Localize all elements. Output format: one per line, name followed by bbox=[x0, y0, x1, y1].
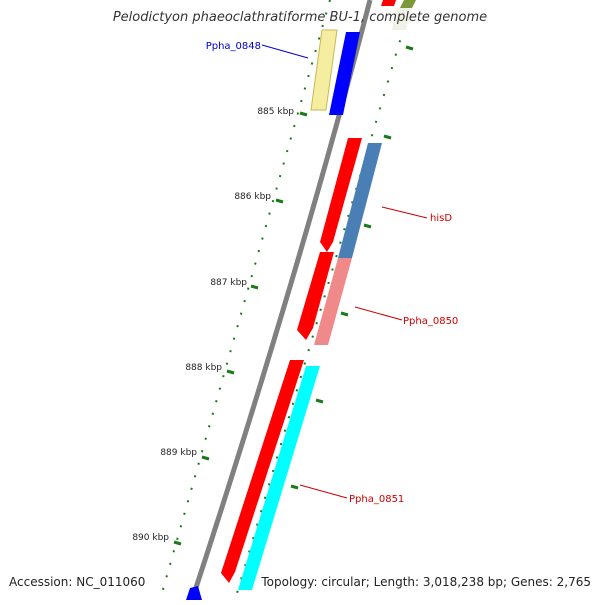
label-line-ppha0851 bbox=[299, 484, 348, 499]
gene-blue-bottom[interactable] bbox=[186, 586, 202, 600]
accession-text: Accession: NC_011060 bbox=[9, 575, 146, 589]
tick-label: 886 kbp bbox=[234, 192, 271, 202]
gene-label-ppha0848[interactable]: Ppha_0848 bbox=[206, 41, 261, 52]
outer-tick-3 bbox=[363, 223, 372, 229]
tick-mark-888 bbox=[226, 369, 235, 375]
gene-ppha0851-cyan[interactable] bbox=[238, 366, 320, 590]
tick-label: 885 kbp bbox=[257, 107, 294, 117]
tick-label: 889 kbp bbox=[160, 448, 197, 458]
gene-label-ppha0851[interactable]: Ppha_0851 bbox=[349, 494, 404, 505]
tick-label: 888 kbp bbox=[185, 363, 222, 373]
outer-tick-6 bbox=[290, 484, 299, 490]
gene-red-upper[interactable] bbox=[320, 138, 362, 252]
gene-top-pale[interactable] bbox=[392, 8, 412, 30]
label-line-hisD bbox=[381, 206, 428, 219]
genome-summary-text: Topology: circular; Length: 3,018,238 bp… bbox=[261, 575, 591, 589]
gene-red-lower[interactable] bbox=[221, 360, 304, 583]
major-ticks bbox=[173, 45, 414, 546]
gene-hisD[interactable] bbox=[338, 143, 382, 258]
gene-ppha0848-blue[interactable] bbox=[329, 32, 360, 115]
label-line-ppha0850 bbox=[354, 306, 403, 321]
tick-mark-889 bbox=[201, 455, 210, 461]
tick-mark-886 bbox=[275, 198, 284, 204]
genome-title: Pelodictyon phaeoclathratiforme BU-1, co… bbox=[112, 10, 488, 25]
tick-label: 890 kbp bbox=[132, 533, 169, 543]
label-line-ppha0848 bbox=[261, 44, 309, 59]
gene-ppha0850[interactable] bbox=[314, 258, 352, 345]
outer-tick-5 bbox=[315, 398, 324, 404]
gene-label-ppha0850[interactable]: Ppha_0850 bbox=[403, 316, 458, 327]
tick-mark-887 bbox=[250, 284, 259, 290]
outer-tick-4 bbox=[340, 311, 349, 317]
gene-red-middle[interactable] bbox=[297, 252, 334, 340]
outer-tick-1 bbox=[405, 45, 414, 51]
tick-mark-890 bbox=[173, 540, 182, 546]
outer-tick-2 bbox=[383, 134, 392, 140]
tick-label: 887 kbp bbox=[210, 278, 247, 288]
tick-mark-885 bbox=[299, 111, 308, 117]
gene-yellow-inner[interactable] bbox=[310, 29, 338, 111]
gene-top-olive[interactable] bbox=[400, 0, 416, 8]
gene-top-red[interactable] bbox=[381, 0, 396, 6]
gene-label-hisD[interactable]: hisD bbox=[430, 213, 452, 224]
